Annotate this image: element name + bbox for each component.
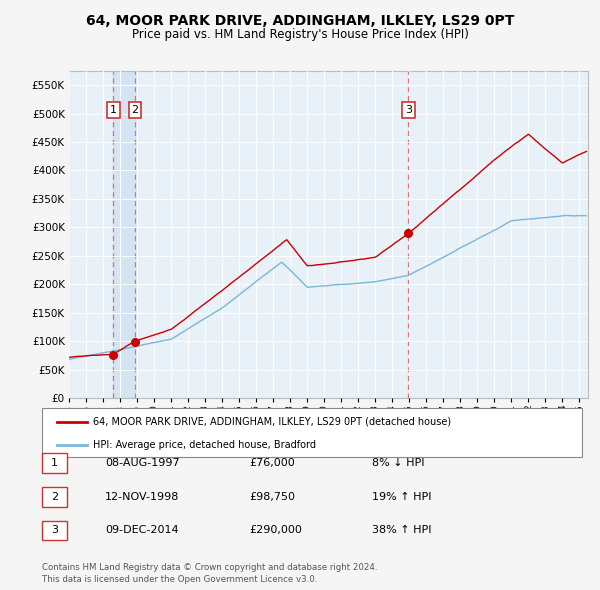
Text: 08-AUG-1997: 08-AUG-1997 <box>105 458 179 468</box>
Text: £290,000: £290,000 <box>249 526 302 535</box>
Text: 12-NOV-1998: 12-NOV-1998 <box>105 492 179 502</box>
Bar <box>113 71 135 398</box>
Text: 3: 3 <box>51 526 58 535</box>
Text: 1: 1 <box>51 458 58 468</box>
Text: 19% ↑ HPI: 19% ↑ HPI <box>372 492 431 502</box>
Text: HPI: Average price, detached house, Bradford: HPI: Average price, detached house, Brad… <box>93 440 316 450</box>
Text: This data is licensed under the Open Government Licence v3.0.: This data is licensed under the Open Gov… <box>42 575 317 584</box>
Text: £76,000: £76,000 <box>249 458 295 468</box>
Text: 38% ↑ HPI: 38% ↑ HPI <box>372 526 431 535</box>
Text: 1: 1 <box>110 105 117 115</box>
Text: Price paid vs. HM Land Registry's House Price Index (HPI): Price paid vs. HM Land Registry's House … <box>131 28 469 41</box>
Text: 3: 3 <box>405 105 412 115</box>
Text: £98,750: £98,750 <box>249 492 295 502</box>
Text: 2: 2 <box>51 492 58 502</box>
Text: 64, MOOR PARK DRIVE, ADDINGHAM, ILKLEY, LS29 0PT: 64, MOOR PARK DRIVE, ADDINGHAM, ILKLEY, … <box>86 14 514 28</box>
Text: 2: 2 <box>131 105 139 115</box>
Text: 8% ↓ HPI: 8% ↓ HPI <box>372 458 425 468</box>
Text: Contains HM Land Registry data © Crown copyright and database right 2024.: Contains HM Land Registry data © Crown c… <box>42 563 377 572</box>
Text: 64, MOOR PARK DRIVE, ADDINGHAM, ILKLEY, LS29 0PT (detached house): 64, MOOR PARK DRIVE, ADDINGHAM, ILKLEY, … <box>93 417 451 427</box>
Text: 09-DEC-2014: 09-DEC-2014 <box>105 526 179 535</box>
